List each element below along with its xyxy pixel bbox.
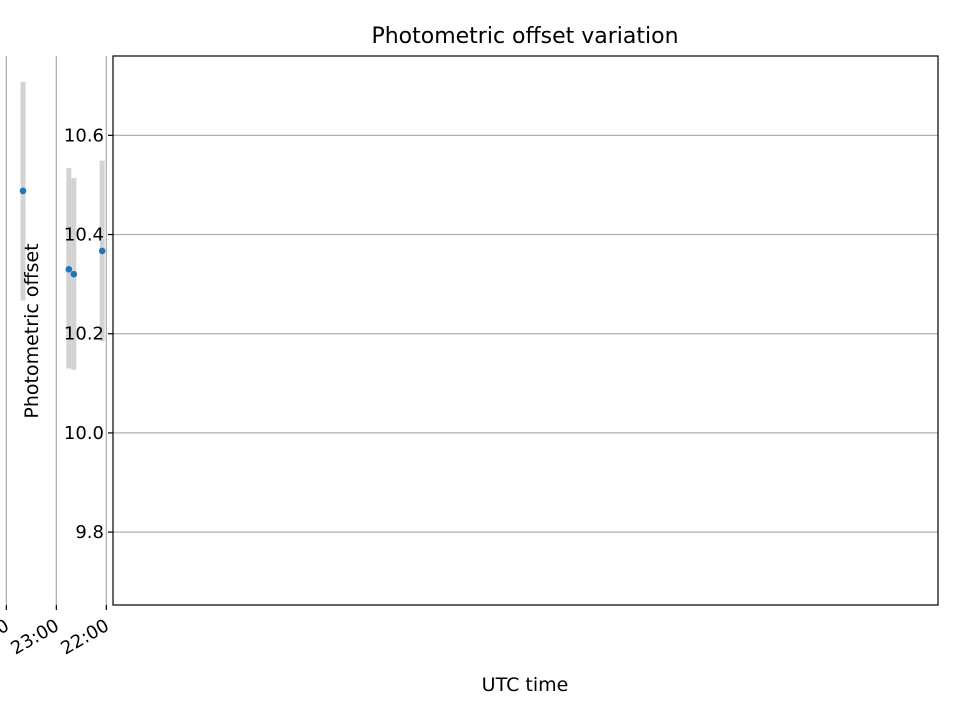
data-point — [65, 265, 73, 273]
plot-frame — [112, 55, 939, 606]
y-tick-label: 9.8 — [75, 522, 104, 543]
y-tick-label: 10.4 — [64, 225, 104, 246]
y-tick-label: 10.2 — [64, 324, 104, 345]
data-point — [70, 270, 78, 278]
y-tick-label: 10.0 — [64, 423, 104, 444]
y-axis-ticks: 9.8 10.0 10.2 10.4 10.6 — [64, 125, 113, 543]
y-axis-label: Photometric offset — [21, 243, 43, 418]
grid — [5, 56, 938, 605]
data-point — [19, 187, 27, 195]
chart-title: Photometric offset variation — [371, 24, 678, 49]
data-points — [19, 187, 106, 278]
data-point — [98, 247, 106, 255]
y-tick-label: 10.6 — [64, 125, 104, 146]
x-axis-label: UTC time — [482, 674, 569, 696]
